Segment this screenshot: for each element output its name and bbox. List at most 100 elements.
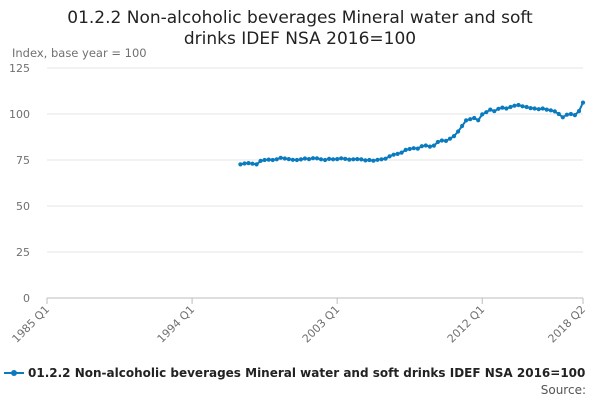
chart-title-line-2: drinks IDEF NSA 2016=100 [183, 29, 417, 49]
series-line [240, 102, 584, 166]
y-axis-label: Index, base year = 100 [12, 46, 147, 60]
x-tick-label: 1985 Q1 [10, 303, 53, 346]
data-point [375, 157, 380, 162]
data-point [492, 109, 497, 114]
data-point [544, 107, 549, 112]
data-point [327, 156, 332, 161]
data-point [572, 113, 578, 118]
legend: 01.2.2 Non-alcoholic beverages Mineral w… [4, 366, 585, 380]
data-point [580, 100, 586, 105]
data-point [262, 157, 267, 163]
data-point [484, 110, 489, 115]
legend-swatch [4, 368, 24, 378]
data-point [395, 151, 400, 156]
y-tick-label: 125 [9, 62, 30, 75]
source-label: Source: [540, 383, 586, 397]
data-point [351, 157, 356, 162]
data-point [532, 106, 537, 111]
data-point [568, 111, 574, 117]
data-point [464, 118, 469, 123]
data-point [427, 144, 432, 149]
data-point [564, 112, 570, 117]
data-point [339, 156, 344, 161]
data-point [480, 112, 485, 117]
data-point [407, 146, 412, 152]
data-point [282, 156, 287, 161]
data-point [343, 156, 348, 161]
y-axis-ticks: 0 25 50 75 100 125 [9, 62, 30, 305]
data-point [266, 157, 271, 162]
data-point [250, 161, 255, 166]
data-point [310, 156, 316, 161]
data-point [290, 157, 295, 162]
chart-title: 01.2.2 Non-alcoholic beverages Mineral w… [0, 8, 600, 50]
data-point [383, 156, 388, 161]
x-tick-label: 1994 Q1 [155, 303, 198, 346]
x-tick-label: 2018 Q2 [546, 303, 589, 346]
data-point [379, 157, 384, 162]
data-point [488, 107, 493, 112]
data-point [456, 129, 461, 134]
y-tick-label: 75 [16, 154, 30, 167]
data-point [500, 105, 505, 110]
y-tick-label: 0 [23, 292, 30, 305]
data-point [371, 158, 376, 163]
data-point [415, 146, 420, 151]
data-point [435, 139, 440, 145]
y-tick-label: 100 [9, 108, 30, 121]
data-point [403, 147, 408, 152]
data-point [306, 157, 312, 162]
data-point [258, 158, 263, 163]
data-point [451, 134, 457, 139]
data-point [355, 157, 360, 162]
data-point [274, 157, 279, 162]
data-point [468, 117, 473, 122]
data-point [419, 144, 424, 149]
chart-title-line-1: 01.2.2 Non-alcoholic beverages Mineral w… [67, 8, 533, 28]
data-point [576, 109, 582, 114]
data-series [238, 100, 586, 167]
data-point [347, 157, 352, 162]
data-point [278, 155, 283, 160]
data-point [387, 154, 392, 159]
data-point [323, 157, 328, 163]
data-point [431, 143, 436, 148]
data-point [439, 138, 444, 143]
data-point [443, 138, 449, 143]
x-tick-label: 2012 Q1 [445, 303, 488, 346]
data-point [548, 108, 553, 113]
data-point [298, 157, 303, 162]
data-point [302, 156, 307, 161]
data-point [524, 104, 529, 110]
data-point [391, 152, 396, 157]
data-point [399, 150, 404, 155]
data-point [286, 157, 291, 162]
data-point [508, 104, 513, 110]
data-point [512, 103, 517, 108]
data-point [270, 157, 275, 163]
data-point [516, 102, 521, 108]
grid-lines [47, 67, 583, 299]
data-point [520, 104, 525, 109]
data-point [294, 157, 299, 163]
data-point [335, 157, 340, 162]
data-point [254, 162, 259, 167]
data-point [536, 107, 541, 112]
data-point [528, 106, 533, 111]
data-point [560, 115, 565, 120]
x-tick-label: 2003 Q1 [300, 303, 343, 346]
data-point [359, 157, 364, 162]
legend-label: 01.2.2 Non-alcoholic beverages Mineral w… [28, 366, 586, 380]
data-point [556, 111, 561, 117]
y-tick-label: 50 [16, 200, 30, 213]
data-point [504, 106, 509, 111]
data-point [552, 109, 557, 114]
data-point [476, 118, 481, 123]
y-tick-label: 25 [16, 246, 30, 259]
data-point [242, 161, 247, 166]
data-point [472, 115, 477, 121]
data-point [246, 161, 251, 166]
data-point [411, 146, 416, 151]
data-point [540, 106, 545, 111]
